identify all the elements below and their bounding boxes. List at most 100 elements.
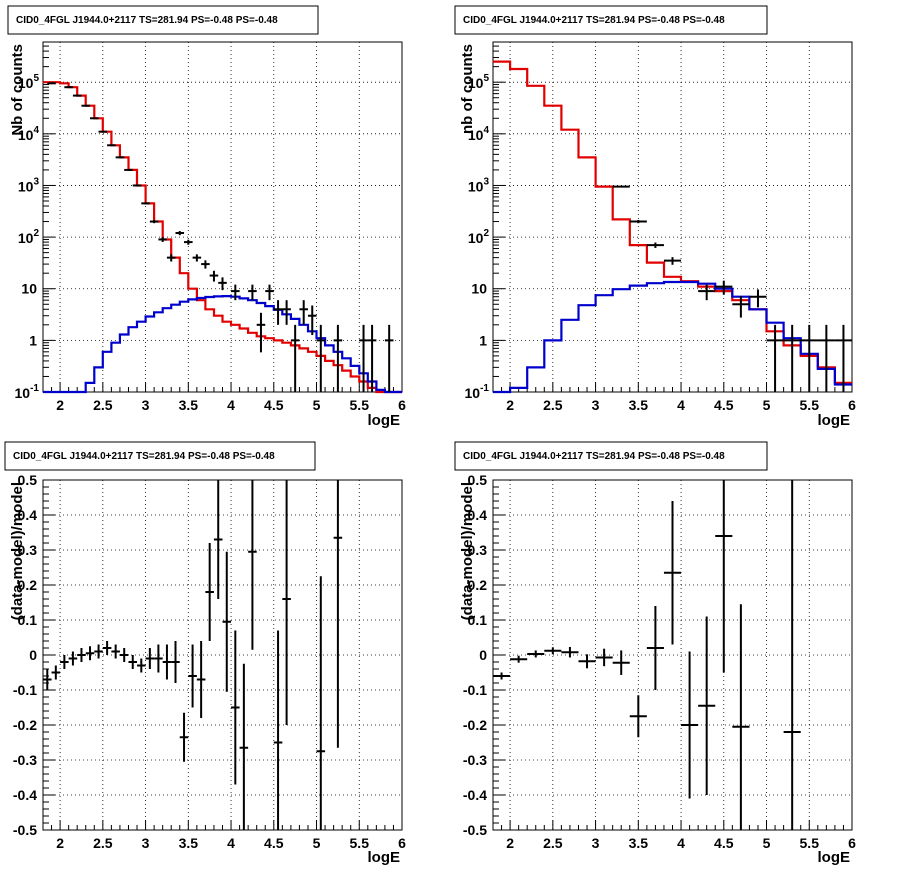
x-tick-label: 3 (592, 397, 600, 413)
x-tick-label: 5.5 (800, 835, 820, 851)
y-tick-label: 105 (468, 73, 490, 91)
plot-frame (492, 479, 853, 831)
y-axis-label: Nb of counts (9, 44, 26, 136)
x-tick-label: 5.5 (800, 397, 820, 413)
chart-panel-4: CID0_4FGL J1944.0+2117 TS=281.94 PS=-0.4… (454, 441, 856, 866)
chart-title: CID0_4FGL J1944.0+2117 TS=281.94 PS=-0.4… (16, 15, 278, 26)
x-tick-label: 3 (142, 835, 150, 851)
x-tick-label: 5.5 (350, 397, 370, 413)
title-box (454, 5, 768, 35)
x-tick-label: 5 (313, 397, 321, 413)
y-tick-label: 10 (471, 281, 487, 297)
y-tick-label: 10-1 (465, 383, 490, 401)
chart-title: CID0_4FGL J1944.0+2117 TS=281.94 PS=-0.4… (13, 451, 275, 462)
chart-title: CID0_4FGL J1944.0+2117 TS=281.94 PS=-0.4… (463, 451, 725, 462)
y-tick-label: 0.2 (468, 577, 488, 593)
x-tick-label: 3.5 (179, 835, 199, 851)
y-tick-label: 104 (18, 125, 40, 143)
x-axis-label: logE (818, 849, 851, 866)
title-box (7, 5, 319, 35)
y-tick-label: -0.2 (463, 717, 487, 733)
title-box (4, 441, 316, 471)
y-tick-label: 0.3 (468, 542, 488, 558)
x-tick-label: 3.5 (179, 397, 199, 413)
x-tick-label: 4 (677, 835, 685, 851)
x-tick-label: 6 (848, 835, 856, 851)
x-tick-label: 2.5 (543, 835, 563, 851)
title-box (454, 441, 768, 471)
y-tick-label: 0 (479, 647, 487, 663)
x-tick-label: 4.5 (264, 397, 284, 413)
chart-panel-2: CID0_4FGL J1944.0+2117 TS=281.94 PS=-0.4… (454, 5, 856, 429)
x-tick-label: 4 (227, 835, 235, 851)
x-tick-label: 6 (848, 397, 856, 413)
chart-title: CID0_4FGL J1944.0+2117 TS=281.94 PS=-0.4… (463, 15, 725, 26)
y-tick-label: 1 (29, 332, 37, 348)
x-tick-label: 5 (313, 835, 321, 851)
x-tick-label: 3 (592, 835, 600, 851)
x-tick-label: 6 (398, 397, 406, 413)
y-tick-label: 102 (18, 228, 40, 246)
series-total-model-line (493, 60, 852, 384)
series-total-model-line (43, 81, 402, 394)
y-tick-label: -0.4 (13, 787, 37, 803)
y-tick-label: 10-1 (15, 383, 40, 401)
y-tick-label: 0.3 (18, 542, 38, 558)
y-tick-label: -0.5 (463, 822, 487, 838)
y-tick-label: 0.1 (468, 612, 488, 628)
x-tick-label: 2.5 (93, 397, 113, 413)
y-axis-label: (data-model)/model (459, 482, 476, 620)
x-tick-label: 4.5 (714, 835, 734, 851)
y-tick-label: -0.2 (13, 717, 37, 733)
y-tick-label: -0.4 (463, 787, 487, 803)
y-tick-label: 0.5 (18, 472, 38, 488)
x-tick-label: 4.5 (714, 397, 734, 413)
y-tick-label: -0.5 (13, 822, 37, 838)
chart-panel-3: CID0_4FGL J1944.0+2117 TS=281.94 PS=-0.4… (4, 441, 406, 866)
y-tick-label: 0.4 (468, 507, 488, 523)
y-tick-label: 0.4 (18, 507, 38, 523)
plot-frame (42, 41, 403, 393)
x-axis-label: logE (818, 412, 851, 429)
y-tick-label: -0.1 (463, 682, 487, 698)
y-tick-label: -0.3 (463, 752, 487, 768)
y-tick-label: 1 (479, 332, 487, 348)
plot-frame (42, 479, 403, 831)
y-tick-label: -0.1 (13, 682, 37, 698)
x-tick-label: 2 (56, 835, 64, 851)
y-tick-label: 103 (18, 176, 40, 194)
x-tick-label: 5 (763, 835, 771, 851)
x-tick-label: 3.5 (629, 835, 649, 851)
series-source-model-line (493, 280, 852, 394)
y-tick-label: 0.5 (468, 472, 488, 488)
y-tick-label: 0.1 (18, 612, 38, 628)
y-tick-label: 103 (468, 176, 490, 194)
x-tick-label: 4.5 (264, 835, 284, 851)
x-axis-label: logE (368, 412, 401, 429)
y-tick-label: 105 (18, 73, 40, 91)
chart-panel-1: CID0_4FGL J1944.0+2117 TS=281.94 PS=-0.4… (7, 5, 406, 429)
x-tick-label: 4 (227, 397, 235, 413)
x-tick-label: 5.5 (350, 835, 370, 851)
x-axis-label: logE (368, 849, 401, 866)
y-tick-label: 10 (21, 281, 37, 297)
x-tick-label: 3 (142, 397, 150, 413)
y-tick-label: 104 (468, 125, 490, 143)
series-source-model-line (43, 295, 402, 394)
x-tick-label: 2.5 (543, 397, 563, 413)
x-tick-label: 3.5 (629, 397, 649, 413)
x-tick-label: 2 (506, 835, 514, 851)
y-tick-label: 0 (29, 647, 37, 663)
x-tick-label: 2 (506, 397, 514, 413)
x-tick-label: 2.5 (93, 835, 113, 851)
x-tick-label: 5 (763, 397, 771, 413)
plot-frame (492, 41, 853, 393)
y-axis-label: nb of counts (459, 44, 476, 134)
y-tick-label: -0.3 (13, 752, 37, 768)
y-tick-label: 0.2 (18, 577, 38, 593)
y-axis-label: (data-model)/model (9, 482, 26, 620)
x-tick-label: 4 (677, 397, 685, 413)
y-tick-label: 102 (468, 228, 490, 246)
x-tick-label: 2 (56, 397, 64, 413)
